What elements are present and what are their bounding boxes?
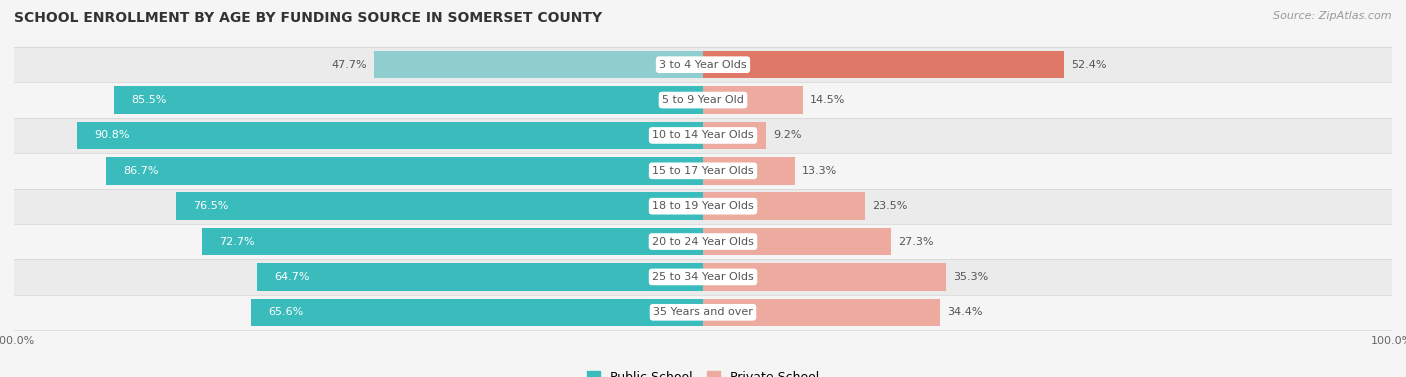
Text: 76.5%: 76.5% — [193, 201, 229, 211]
Bar — [14, 118, 1392, 153]
Text: Source: ZipAtlas.com: Source: ZipAtlas.com — [1274, 11, 1392, 21]
Bar — [14, 188, 1392, 224]
Text: 72.7%: 72.7% — [219, 236, 254, 247]
Bar — [703, 51, 1064, 78]
Text: 9.2%: 9.2% — [773, 130, 801, 141]
Text: 18 to 19 Year Olds: 18 to 19 Year Olds — [652, 201, 754, 211]
Text: 14.5%: 14.5% — [810, 95, 845, 105]
Text: 35.3%: 35.3% — [953, 272, 988, 282]
Bar — [14, 83, 1392, 118]
Bar — [14, 47, 1392, 83]
Bar — [257, 263, 703, 291]
Bar — [252, 299, 703, 326]
Text: 65.6%: 65.6% — [269, 307, 304, 317]
Text: 64.7%: 64.7% — [274, 272, 309, 282]
Text: 15 to 17 Year Olds: 15 to 17 Year Olds — [652, 166, 754, 176]
Text: 85.5%: 85.5% — [131, 95, 166, 105]
Text: 10 to 14 Year Olds: 10 to 14 Year Olds — [652, 130, 754, 141]
Text: 34.4%: 34.4% — [946, 307, 983, 317]
Bar — [77, 122, 703, 149]
Bar — [14, 224, 1392, 259]
Text: SCHOOL ENROLLMENT BY AGE BY FUNDING SOURCE IN SOMERSET COUNTY: SCHOOL ENROLLMENT BY AGE BY FUNDING SOUR… — [14, 11, 602, 25]
Bar — [703, 122, 766, 149]
Bar — [105, 157, 703, 185]
Text: 3 to 4 Year Olds: 3 to 4 Year Olds — [659, 60, 747, 70]
Text: 47.7%: 47.7% — [332, 60, 367, 70]
Bar — [703, 157, 794, 185]
Bar — [202, 228, 703, 255]
Bar — [703, 192, 865, 220]
Text: 35 Years and over: 35 Years and over — [652, 307, 754, 317]
Text: 27.3%: 27.3% — [898, 236, 934, 247]
Legend: Public School, Private School: Public School, Private School — [582, 366, 824, 377]
Text: 13.3%: 13.3% — [801, 166, 837, 176]
Bar — [176, 192, 703, 220]
Bar — [703, 228, 891, 255]
Bar — [703, 86, 803, 114]
Text: 5 to 9 Year Old: 5 to 9 Year Old — [662, 95, 744, 105]
Text: 86.7%: 86.7% — [122, 166, 159, 176]
Text: 90.8%: 90.8% — [94, 130, 131, 141]
Text: 52.4%: 52.4% — [1071, 60, 1107, 70]
Bar — [703, 263, 946, 291]
Text: 23.5%: 23.5% — [872, 201, 907, 211]
Text: 20 to 24 Year Olds: 20 to 24 Year Olds — [652, 236, 754, 247]
Text: 25 to 34 Year Olds: 25 to 34 Year Olds — [652, 272, 754, 282]
Bar — [14, 153, 1392, 188]
Bar — [374, 51, 703, 78]
Bar — [114, 86, 703, 114]
Bar — [14, 259, 1392, 294]
Bar — [703, 299, 941, 326]
Bar — [14, 294, 1392, 330]
